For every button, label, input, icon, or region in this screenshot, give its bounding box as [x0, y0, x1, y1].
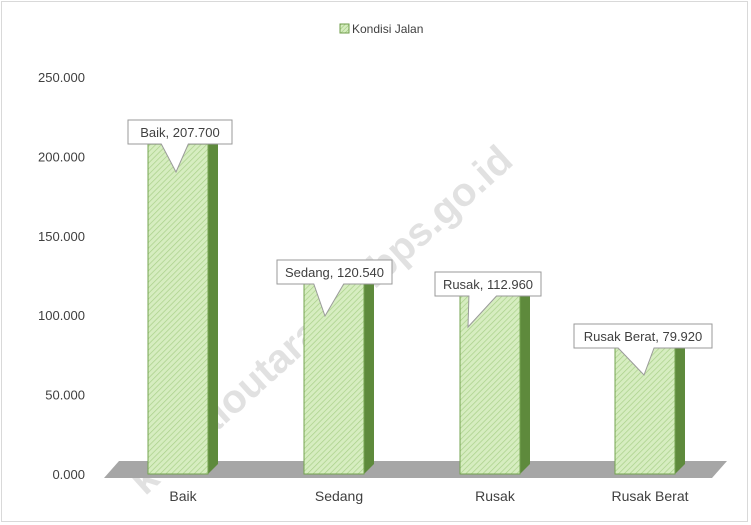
- data-label-text: Sedang, 120.540: [285, 265, 384, 280]
- y-tick-label: 0.000: [52, 467, 85, 482]
- y-tick-label: 250.000: [38, 70, 85, 85]
- data-label: Baik, 207.700: [127, 119, 233, 174]
- data-label-text: Baik, 207.700: [140, 125, 220, 140]
- floor-plane: [104, 461, 727, 478]
- y-axis-ticks: 0.000 50.000 100.000 150.000 200.000 250.000: [38, 70, 85, 482]
- bars: [147, 134, 685, 475]
- data-label-callout: [434, 271, 542, 329]
- legend: Kondisi Jalan: [339, 22, 423, 36]
- data-label-text: Rusak, 112.960: [443, 277, 533, 292]
- x-axis-ticks: Baik Sedang Rusak Rusak Berat: [169, 488, 688, 504]
- x-tick-label: Baik: [169, 488, 197, 504]
- y-tick-label: 150.000: [38, 229, 85, 244]
- bar: [303, 272, 374, 475]
- y-tick-label: 100.000: [38, 308, 85, 323]
- data-labels: Baik, 207.700 Sedang, 120.540 Rusak, 112.9…: [127, 119, 713, 376]
- legend-swatch: [339, 23, 350, 34]
- data-label-callout: [127, 119, 233, 174]
- data-label: Sedang, 120.540: [276, 259, 393, 318]
- bar-front: [147, 143, 209, 475]
- y-tick-label: 200.000: [38, 149, 85, 164]
- bar-side: [520, 284, 530, 474]
- bar-side: [208, 134, 218, 474]
- bar-side: [675, 337, 685, 474]
- bar: [147, 134, 218, 475]
- data-label-text: Rusak Berat, 79.920: [584, 329, 703, 344]
- data-label: Rusak, 112.960: [434, 271, 542, 329]
- y-tick-label: 50.000: [45, 388, 85, 403]
- bar-side: [364, 272, 374, 474]
- x-tick-label: Rusak Berat: [611, 488, 688, 504]
- floor-layer: [104, 461, 727, 478]
- x-tick-label: Rusak: [475, 488, 516, 504]
- bar-front: [303, 282, 365, 475]
- data-label-callout: [276, 259, 393, 318]
- legend-label: Kondisi Jalan: [352, 22, 423, 36]
- data-label: Rusak Berat, 79.920: [573, 323, 713, 376]
- x-tick-label: Sedang: [315, 488, 363, 504]
- data-label-callout: [573, 323, 713, 376]
